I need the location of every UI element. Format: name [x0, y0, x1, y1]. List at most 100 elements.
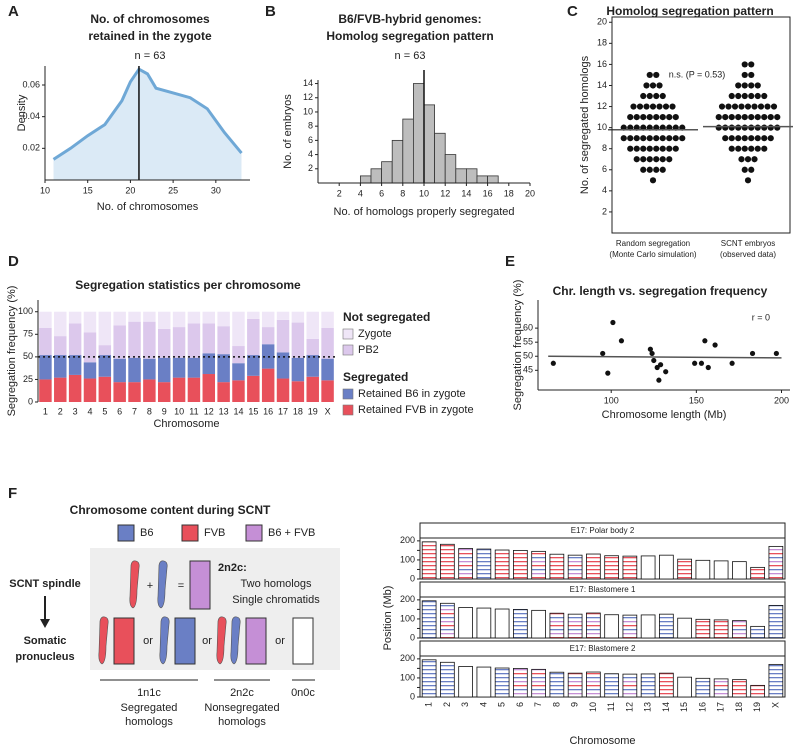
x-tick-label: 1 [43, 406, 48, 416]
bar-segment [202, 323, 216, 354]
bar-segment [128, 382, 141, 402]
chromatid-box [292, 617, 314, 665]
point [649, 350, 655, 357]
x-tick-label: 17 [716, 702, 726, 712]
dot [744, 177, 752, 184]
chromosome [677, 676, 692, 698]
dot [646, 166, 653, 173]
legend-label: Retained B6 in zygote [358, 388, 466, 400]
chromosome [659, 613, 674, 639]
panel-label: C [567, 3, 578, 20]
x-tick-label: 8 [400, 188, 405, 198]
x-tick-label: 2 [58, 406, 63, 416]
x-tick-label: 4 [478, 702, 488, 707]
bar [423, 104, 436, 184]
chromosome [476, 666, 492, 698]
y-tick-label: 45 [523, 365, 533, 375]
point [712, 342, 718, 348]
bar [359, 175, 372, 184]
x-tick-label: 10 [40, 185, 50, 195]
chromatid-box [189, 560, 211, 610]
chromosome [494, 549, 510, 580]
chromosome [458, 607, 473, 639]
x-tick-label: 14 [233, 406, 243, 416]
chromatid-box [113, 617, 135, 665]
chromosome [531, 609, 546, 639]
y-tick-label: 6 [308, 135, 313, 145]
dot [741, 61, 748, 68]
dot [649, 103, 657, 110]
bar-segment [232, 346, 245, 364]
dot [630, 103, 637, 110]
legend-label: B6 + FVB [268, 527, 315, 539]
dot [767, 124, 774, 131]
bar-segment [261, 327, 275, 345]
dot [748, 135, 755, 142]
diagram-title: Chromosome content during SCNT [70, 503, 271, 517]
dot [735, 124, 742, 131]
point [651, 357, 657, 364]
subtitle: n = 63 [395, 50, 426, 62]
bar-segment [187, 311, 201, 324]
label: Single chromatids [232, 594, 320, 606]
bar-segment [157, 328, 171, 358]
y-tick-label: 14 [303, 78, 313, 88]
label: homologs [125, 716, 173, 728]
chromosome [732, 561, 747, 580]
y-tick-label: 50 [23, 351, 33, 361]
y-tick-label: 0 [410, 691, 415, 701]
dot [728, 113, 735, 121]
strip-title: E17: Polar body 2 [571, 526, 635, 535]
y-tick-label: 200 [400, 535, 415, 545]
x-tick-label: 15 [679, 702, 689, 712]
y-tick-label: 0.02 [22, 143, 40, 153]
bar-segment [217, 382, 230, 402]
chromosome [513, 549, 528, 580]
dot [774, 124, 781, 131]
x-tick-label: 19 [752, 702, 762, 712]
x-tick-label: 15 [83, 185, 93, 195]
dot [741, 71, 748, 79]
chromosome [695, 618, 711, 639]
dot [640, 113, 647, 121]
bar-segment [83, 332, 97, 363]
x-tick-label: 16 [697, 702, 707, 712]
dot [646, 135, 653, 142]
dot [669, 103, 676, 110]
y-tick-label: 0.06 [22, 79, 40, 89]
y-tick-label: 16 [597, 59, 607, 69]
dot [774, 113, 781, 121]
dot [738, 156, 745, 163]
bar-segment [143, 379, 156, 402]
legend-label: Zygote [358, 328, 392, 340]
bar-segment [39, 327, 52, 356]
legend-swatch [342, 388, 354, 400]
dot [735, 113, 742, 121]
panel-label: B [265, 3, 276, 20]
dot [735, 82, 742, 89]
plot-frame [419, 655, 786, 698]
dot [659, 92, 666, 100]
chromosome [732, 620, 747, 639]
chromosome [494, 667, 510, 698]
dot [761, 92, 768, 100]
x-tick-label: 10 [588, 702, 598, 712]
bar-segment [68, 374, 82, 402]
x-tick-label: 200 [774, 395, 789, 405]
dot [741, 145, 748, 152]
chromosome [440, 661, 455, 698]
y-tick-label: 100 [400, 554, 415, 564]
chart-title: Segregation statistics per chromosome [75, 278, 301, 292]
x-tick-label: 12 [624, 702, 634, 712]
density-line [52, 67, 243, 161]
dot [761, 113, 768, 121]
y-tick-label: 100 [400, 613, 415, 623]
x-tick-label: 11 [189, 406, 198, 416]
y-tick-label: 20 [597, 17, 607, 27]
x-tick-label: 6 [515, 702, 525, 707]
dot [728, 124, 735, 131]
annotation: n.s. (P = 0.53) [669, 69, 726, 79]
chromosome [513, 608, 528, 639]
bar-segment [54, 377, 67, 402]
